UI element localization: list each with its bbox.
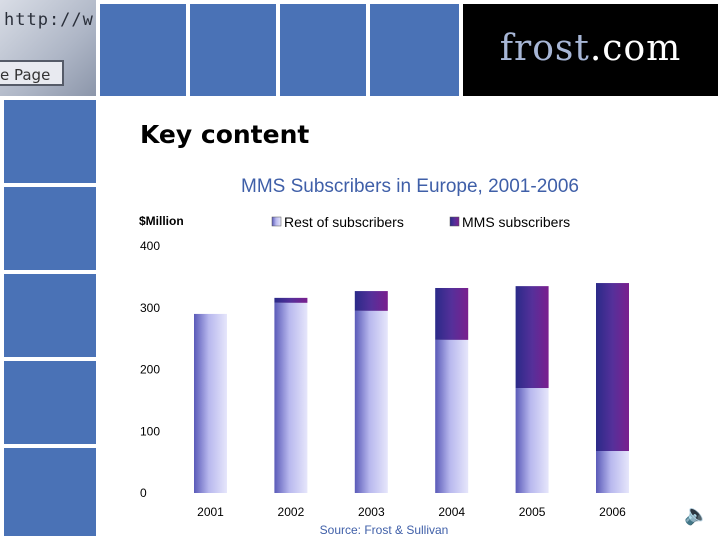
- bar-rest-2002: [274, 302, 308, 493]
- sidebar-tile: [4, 361, 96, 444]
- frost-logo: frost.com: [463, 4, 718, 96]
- legend-label-rest: Rest of subscribers: [284, 214, 404, 230]
- y-tick-label: 400: [140, 239, 160, 253]
- y-axis-label: $Million: [139, 214, 184, 228]
- x-tick-label: 2004: [438, 505, 465, 519]
- bar-rest-2003: [354, 310, 388, 493]
- header-tile: [280, 4, 366, 96]
- y-tick-label: 100: [140, 424, 160, 438]
- x-tick-label: 2003: [358, 505, 385, 519]
- legend-swatch-mms: [449, 216, 460, 227]
- bar-rest-2005: [515, 388, 549, 493]
- y-tick-label: 300: [140, 301, 160, 315]
- bar-rest-2001: [194, 313, 227, 493]
- speaker-icon[interactable]: 🔈: [684, 504, 709, 526]
- bar-mms-2003: [354, 291, 388, 311]
- bar-rest-2006: [596, 451, 629, 493]
- legend-label-mms: MMS subscribers: [462, 214, 570, 230]
- header-tile: [190, 4, 276, 96]
- x-tick-label: 2002: [278, 505, 305, 519]
- x-tick-label: 2001: [197, 505, 224, 519]
- bar-mms-2005: [515, 286, 549, 389]
- bar-mms-2002: [274, 297, 308, 303]
- chart-source: Source: Frost & Sullivan: [320, 523, 449, 537]
- header-tile: [100, 4, 186, 96]
- slide-heading: Key content: [140, 120, 310, 149]
- browser-url-text: http://w: [4, 10, 94, 30]
- logo-text-frost: frost: [499, 28, 590, 69]
- sidebar-tile: [4, 448, 96, 536]
- sidebar-tile: [4, 274, 96, 357]
- sidebar-tile: [4, 100, 96, 183]
- bar-mms-2006: [596, 283, 629, 452]
- y-tick-label: 200: [140, 363, 160, 377]
- header-tile: [370, 4, 459, 96]
- x-tick-label: 2006: [599, 505, 626, 519]
- chart-title: MMS Subscribers in Europe, 2001-2006: [241, 176, 579, 197]
- browser-button-text: e Page: [0, 60, 64, 86]
- sidebar-tile: [4, 187, 96, 270]
- logo-text-com: .com: [589, 28, 682, 69]
- legend-swatch-rest: [271, 216, 282, 227]
- browser-screenshot-image: http://w e Page: [0, 0, 96, 96]
- bar-rest-2004: [435, 339, 469, 493]
- bar-mms-2004: [435, 287, 469, 340]
- x-tick-label: 2005: [519, 505, 546, 519]
- y-tick-label: 0: [140, 486, 147, 500]
